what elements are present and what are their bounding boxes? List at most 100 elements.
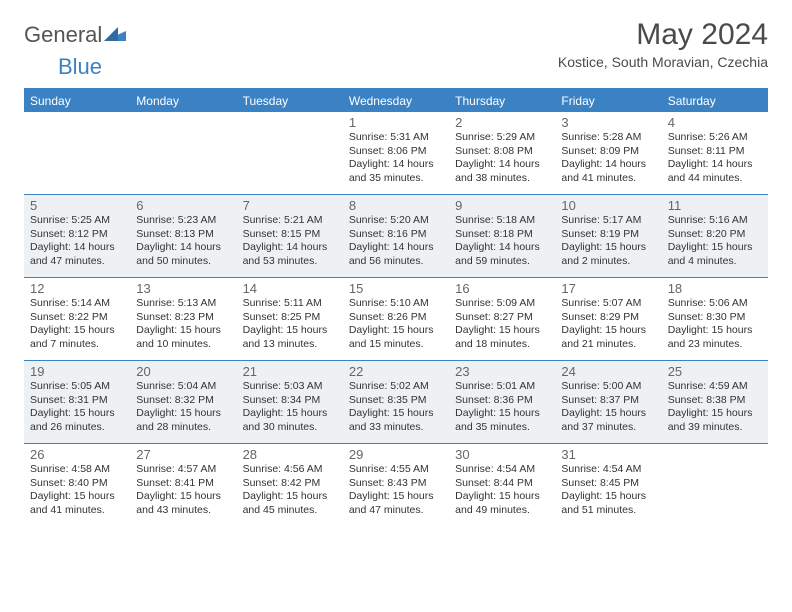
weeks-container: 1Sunrise: 5:31 AMSunset: 8:06 PMDaylight… [24,112,768,526]
day-cell: 25Sunrise: 4:59 AMSunset: 8:38 PMDayligh… [662,361,768,443]
sunrise-text: Sunrise: 4:58 AM [30,463,124,477]
empty-cell [237,112,343,194]
sunset-text: Sunset: 8:40 PM [30,477,124,491]
day-cell: 28Sunrise: 4:56 AMSunset: 8:42 PMDayligh… [237,444,343,526]
day-cell: 24Sunrise: 5:00 AMSunset: 8:37 PMDayligh… [555,361,661,443]
day1-text: Daylight: 15 hours [455,324,549,338]
day2-text: and 2 minutes. [561,255,655,269]
sunset-text: Sunset: 8:44 PM [455,477,549,491]
day1-text: Daylight: 15 hours [561,324,655,338]
day-number: 23 [455,364,549,379]
day-cell: 15Sunrise: 5:10 AMSunset: 8:26 PMDayligh… [343,278,449,360]
day2-text: and 4 minutes. [668,255,762,269]
sunset-text: Sunset: 8:26 PM [349,311,443,325]
day1-text: Daylight: 15 hours [561,490,655,504]
day2-text: and 21 minutes. [561,338,655,352]
sunset-text: Sunset: 8:20 PM [668,228,762,242]
day1-text: Daylight: 15 hours [136,324,230,338]
sunset-text: Sunset: 8:30 PM [668,311,762,325]
day1-text: Daylight: 15 hours [668,241,762,255]
sunrise-text: Sunrise: 5:07 AM [561,297,655,311]
sunset-text: Sunset: 8:38 PM [668,394,762,408]
day-number: 6 [136,198,230,213]
day-cell: 22Sunrise: 5:02 AMSunset: 8:35 PMDayligh… [343,361,449,443]
day2-text: and 35 minutes. [455,421,549,435]
sunset-text: Sunset: 8:11 PM [668,145,762,159]
brand-word2: Blue [58,54,102,79]
sunrise-text: Sunrise: 5:31 AM [349,131,443,145]
day2-text: and 18 minutes. [455,338,549,352]
day1-text: Daylight: 14 hours [243,241,337,255]
sunset-text: Sunset: 8:36 PM [455,394,549,408]
day2-text: and 23 minutes. [668,338,762,352]
sunrise-text: Sunrise: 5:16 AM [668,214,762,228]
page-title: May 2024 [558,18,768,52]
empty-cell [662,444,768,526]
brand-logo: General [24,18,126,48]
sunrise-text: Sunrise: 5:25 AM [30,214,124,228]
day-cell: 16Sunrise: 5:09 AMSunset: 8:27 PMDayligh… [449,278,555,360]
day-cell: 4Sunrise: 5:26 AMSunset: 8:11 PMDaylight… [662,112,768,194]
day-number: 21 [243,364,337,379]
day2-text: and 35 minutes. [349,172,443,186]
sunrise-text: Sunrise: 5:23 AM [136,214,230,228]
day1-text: Daylight: 15 hours [30,324,124,338]
day1-text: Daylight: 14 hours [136,241,230,255]
day2-text: and 47 minutes. [30,255,124,269]
week-row: 19Sunrise: 5:05 AMSunset: 8:31 PM Dayligh… [24,360,768,443]
sunrise-text: Sunrise: 5:14 AM [30,297,124,311]
day-cell: 13Sunrise: 5:13 AMSunset: 8:23 PMDayligh… [130,278,236,360]
brand-icon [104,25,126,46]
day2-text: and 13 minutes. [243,338,337,352]
calendar-grid: SundayMondayTuesdayWednesdayThursdayFrid… [24,88,768,526]
day1-text: Daylight: 15 hours [455,407,549,421]
day1-text: Daylight: 15 hours [561,241,655,255]
sunset-text: Sunset: 8:19 PM [561,228,655,242]
sunrise-text: Sunrise: 4:56 AM [243,463,337,477]
day-cell: 23Sunrise: 5:01 AMSunset: 8:36 PMDayligh… [449,361,555,443]
day-number: 19 [30,364,124,379]
sunset-text: Sunset: 8:31 PM [30,394,124,408]
day-number: 11 [668,198,762,213]
day-names-row: SundayMondayTuesdayWednesdayThursdayFrid… [24,90,768,112]
day-cell: 8Sunrise: 5:20 AMSunset: 8:16 PMDaylight… [343,195,449,277]
week-row: 5Sunrise: 5:25 AMSunset: 8:12 PMDaylight… [24,194,768,277]
day1-text: Daylight: 15 hours [243,324,337,338]
day-cell: 31Sunrise: 4:54 AMSunset: 8:45 PMDayligh… [555,444,661,526]
sunset-text: Sunset: 8:37 PM [561,394,655,408]
day2-text: and 26 minutes. [30,421,124,435]
day-cell: 19Sunrise: 5:05 AMSunset: 8:31 PMDayligh… [24,361,130,443]
week-row: 26Sunrise: 4:58 AMSunset: 8:40 PMDayligh… [24,443,768,526]
day1-text: Daylight: 14 hours [349,241,443,255]
day-cell: 3Sunrise: 5:28 AMSunset: 8:09 PMDaylight… [555,112,661,194]
day1-text: Daylight: 15 hours [668,324,762,338]
sunrise-text: Sunrise: 5:06 AM [668,297,762,311]
sunrise-text: Sunrise: 5:00 AM [561,380,655,394]
day-number: 28 [243,447,337,462]
day1-text: Daylight: 15 hours [136,490,230,504]
dayname-tuesday: Tuesday [237,90,343,112]
day2-text: and 37 minutes. [561,421,655,435]
day2-text: and 41 minutes. [30,504,124,518]
day-number: 20 [136,364,230,379]
sunrise-text: Sunrise: 5:05 AM [30,380,124,394]
day-number: 17 [561,281,655,296]
sunset-text: Sunset: 8:22 PM [30,311,124,325]
day2-text: and 15 minutes. [349,338,443,352]
day1-text: Daylight: 15 hours [243,490,337,504]
day2-text: and 49 minutes. [455,504,549,518]
sunrise-text: Sunrise: 4:57 AM [136,463,230,477]
day1-text: Daylight: 14 hours [561,158,655,172]
sunrise-text: Sunrise: 5:04 AM [136,380,230,394]
day2-text: and 7 minutes. [30,338,124,352]
sunset-text: Sunset: 8:15 PM [243,228,337,242]
dayname-sunday: Sunday [24,90,130,112]
sunrise-text: Sunrise: 5:20 AM [349,214,443,228]
day-cell: 17Sunrise: 5:07 AMSunset: 8:29 PMDayligh… [555,278,661,360]
sunrise-text: Sunrise: 5:03 AM [243,380,337,394]
day-number: 7 [243,198,337,213]
empty-cell [130,112,236,194]
day-number: 22 [349,364,443,379]
day-number: 10 [561,198,655,213]
day-number: 4 [668,115,762,130]
